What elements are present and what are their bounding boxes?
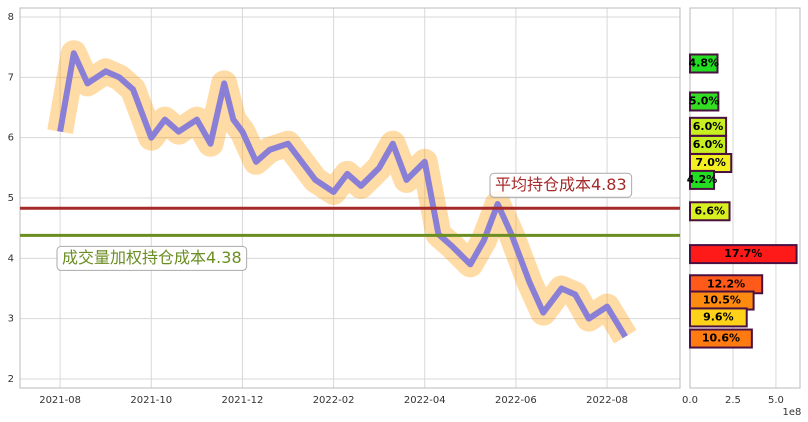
bar-label: 5.0% (689, 94, 720, 107)
y-tick-label: 5 (8, 193, 14, 204)
bar (689, 244, 798, 265)
bar-label: 6.6% (695, 204, 726, 217)
x-tick-label: 2022-08 (586, 395, 628, 406)
bar-label: 6.0% (693, 120, 724, 133)
bar-label: 9.6% (703, 310, 734, 323)
y-tick-label: 7 (8, 72, 14, 83)
bar (689, 91, 720, 112)
x-tick-label: 2022-06 (495, 395, 537, 406)
x-tick-label: 2022-02 (313, 395, 355, 406)
bar-label: 10.6% (702, 332, 740, 345)
bar-label: 17.7% (724, 247, 762, 260)
bar-label: 6.0% (693, 138, 724, 151)
cost-label: 成交量加权持仓成本4.38 (62, 248, 242, 267)
bar (689, 169, 716, 190)
bar-label: 7.0% (695, 156, 726, 169)
x-tick-label: 2021-08 (39, 395, 81, 406)
y-tick-label: 6 (8, 133, 14, 144)
x-tick-label: 2021-12 (222, 395, 264, 406)
plot-frame (19, 7, 681, 389)
x-tick-label: 2022-04 (404, 395, 446, 406)
bar (689, 53, 719, 74)
x-tick-label: 2.5 (725, 395, 741, 406)
y-tick-label: 4 (8, 253, 14, 264)
plot-frame (689, 7, 801, 389)
y-tick-label: 8 (8, 12, 14, 23)
y-tick-label: 3 (8, 314, 14, 325)
price-line (57, 50, 628, 339)
bar (689, 201, 731, 222)
cost-label: 平均持仓成本4.83 (495, 175, 627, 194)
bar-label: 4.8% (688, 56, 719, 69)
bar (689, 328, 753, 349)
x-tick-label: 2021-10 (130, 395, 172, 406)
x-tick-label: 0.0 (682, 395, 698, 406)
cost-label-box (56, 245, 248, 271)
x-tick-label: 5.0 (768, 395, 784, 406)
y-tick-label: 2 (8, 374, 14, 385)
bar (689, 307, 748, 328)
bar-label: 4.2% (687, 173, 718, 186)
x-offset-label: 1e8 (783, 407, 802, 418)
bar-label: 12.2% (707, 277, 745, 290)
cost-label-box (489, 172, 633, 198)
bar-label: 10.5% (703, 294, 741, 307)
